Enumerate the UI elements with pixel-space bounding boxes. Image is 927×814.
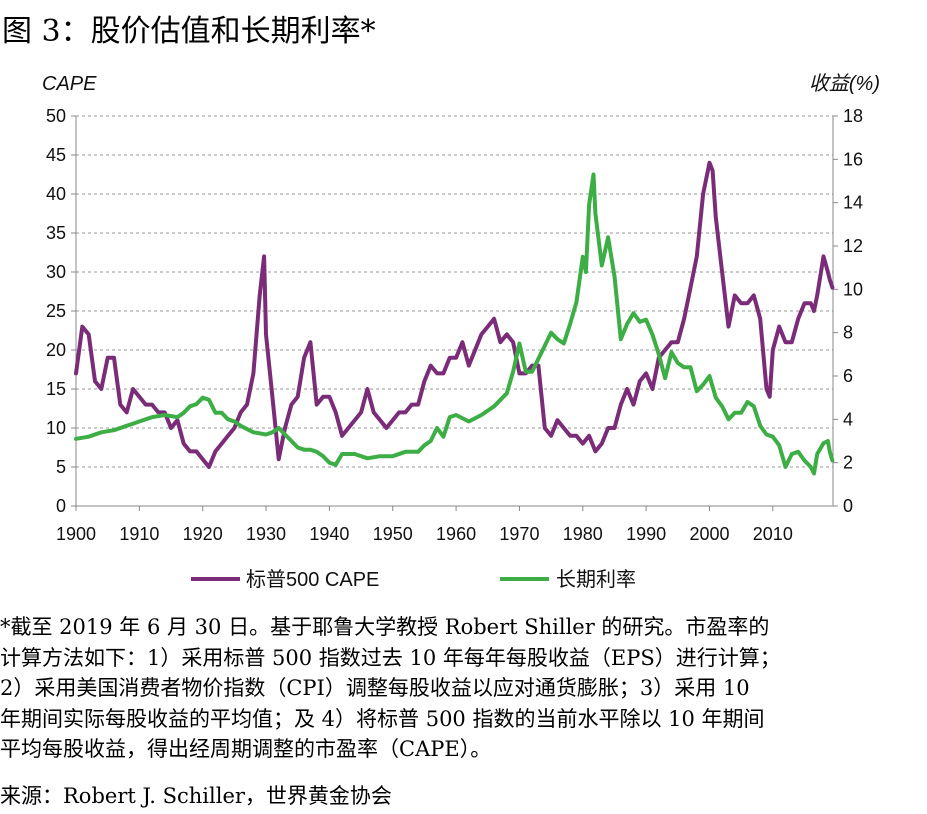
x-tick-label: 1940 xyxy=(309,524,349,544)
x-tick-label: 1910 xyxy=(119,524,159,544)
x-tick-label: 1960 xyxy=(436,524,476,544)
right-tick-label: 8 xyxy=(843,323,853,343)
x-tick-label: 2010 xyxy=(753,524,793,544)
series-layer xyxy=(74,160,835,476)
cape-series-line xyxy=(74,160,835,469)
x-tick-label: 1990 xyxy=(626,524,666,544)
footnote-line: 计算方法如下：1）采用标普 500 指数过去 10 年每年每股收益（EPS）进行… xyxy=(0,645,781,670)
x-tick-label: 2000 xyxy=(689,524,729,544)
source-note: 来源：Robert J. Schiller，世界黄金协会 xyxy=(0,784,392,808)
x-tick-label: 1920 xyxy=(183,524,223,544)
footnote: *截至 2019 年 6 月 30 日。基于耶鲁大学教授 Robert Shil… xyxy=(0,612,925,765)
right-tick-label: 2 xyxy=(843,453,853,473)
left-tick-label: 35 xyxy=(46,223,66,243)
left-tick-label: 20 xyxy=(46,340,66,360)
footnote-line: 年期间实际每股收益的平均值；及 4）将标普 500 指数的当前水平除以 10 年… xyxy=(0,706,765,731)
right-tick-label: 4 xyxy=(843,409,853,429)
footnote-line: *截至 2019 年 6 月 30 日。基于耶鲁大学教授 Robert Shil… xyxy=(0,615,770,639)
right-tick-label: 18 xyxy=(843,106,863,126)
x-axis-ticks: 1900 1910 1920 1930 1940 1950 1960 1970 1980 1990… xyxy=(56,506,793,544)
left-tick-label: 40 xyxy=(46,184,66,204)
rate-series-line xyxy=(74,172,835,476)
left-tick-label: 30 xyxy=(46,262,66,282)
right-tick-label: 14 xyxy=(843,193,863,213)
x-tick-label: 1980 xyxy=(563,524,603,544)
left-axis-ticks: 0 5 10 15 20 25 30 35 40 45 50 xyxy=(46,106,76,516)
footnote-line: 2）采用美国消费者物价指数（CPI）调整每股收益以应对通货膨胀；3）采用 10 xyxy=(0,676,750,700)
right-tick-label: 16 xyxy=(843,149,863,169)
grid-lines xyxy=(76,115,833,468)
left-tick-label: 25 xyxy=(46,301,66,321)
legend: 标普500 CAPE 长期利率 xyxy=(191,568,636,591)
x-tick-label: 1970 xyxy=(499,524,539,544)
right-tick-label: 10 xyxy=(843,279,863,299)
left-tick-label: 15 xyxy=(46,379,66,399)
x-tick-label: 1930 xyxy=(246,524,286,544)
figure-title: 图 3：股价估值和长期利率* xyxy=(2,14,376,49)
left-tick-label: 45 xyxy=(46,145,66,165)
cape-interest-rate-chart: 0 5 10 15 20 25 30 35 40 45 50 0 2 4 6 8 10 12 14 16 18 190… xyxy=(42,73,880,591)
left-axis-title: CAPE xyxy=(42,73,97,95)
left-tick-label: 10 xyxy=(46,418,66,438)
right-tick-label: 0 xyxy=(843,496,853,516)
right-tick-label: 12 xyxy=(843,236,863,256)
left-tick-label: 5 xyxy=(56,457,66,477)
x-tick-label: 1950 xyxy=(373,524,413,544)
x-tick-label: 1900 xyxy=(56,524,96,544)
legend-label-cape: 标普500 CAPE xyxy=(246,568,379,591)
right-axis-title: 收益(%) xyxy=(809,73,880,95)
footnote-line: 平均每股收益，得出经周期调整的市盈率（CAPE）。 xyxy=(0,737,492,761)
right-axis-ticks: 0 2 4 6 8 10 12 14 16 18 xyxy=(833,106,863,516)
left-tick-label: 0 xyxy=(56,496,66,516)
right-tick-label: 6 xyxy=(843,366,853,386)
legend-label-rate: 长期利率 xyxy=(556,568,636,591)
left-tick-label: 50 xyxy=(46,106,66,126)
